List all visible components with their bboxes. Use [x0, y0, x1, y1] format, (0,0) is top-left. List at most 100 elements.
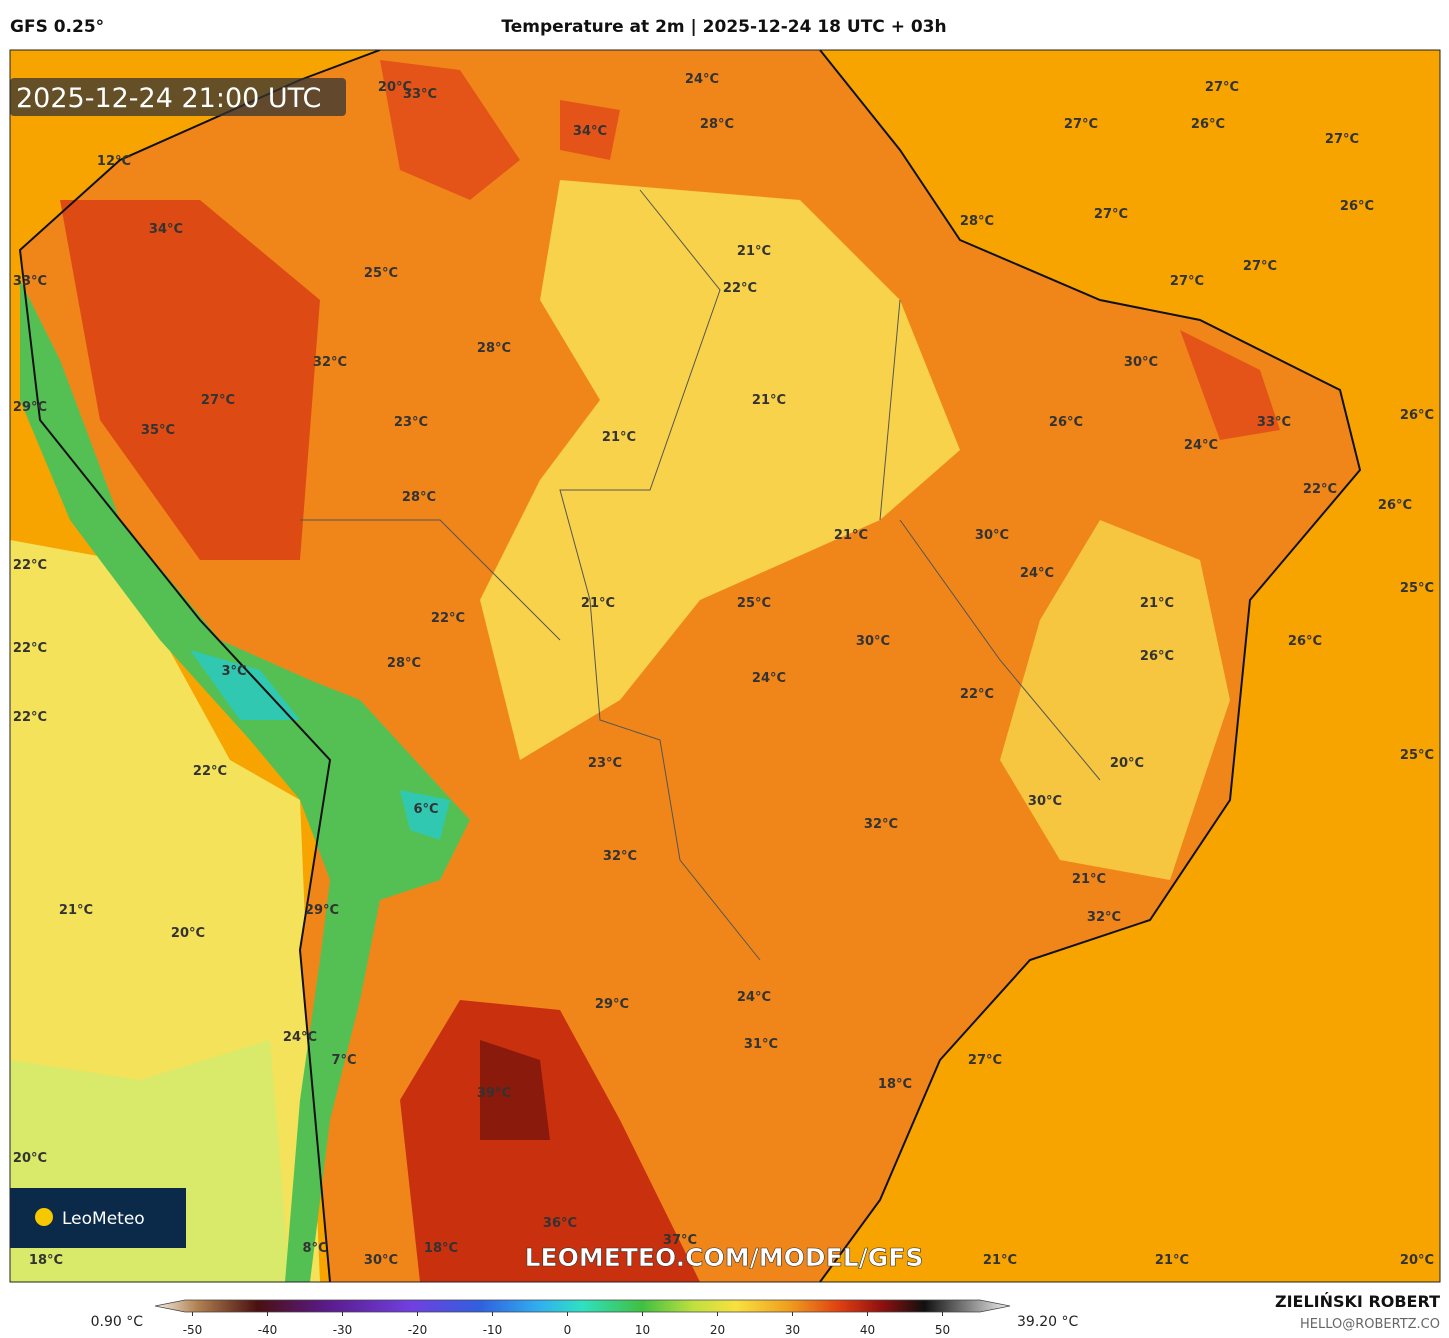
temperature-label: 36°C: [543, 1216, 577, 1231]
temperature-label: 29°C: [13, 400, 47, 415]
temperature-label: 18°C: [878, 1077, 912, 1092]
temperature-label: 30°C: [856, 634, 890, 649]
temperature-label: 24°C: [685, 72, 719, 87]
temperature-label: 26°C: [1140, 649, 1174, 664]
colorbar-tick-label: -30: [333, 1323, 353, 1337]
hot-south: [400, 1000, 700, 1282]
hot-west: [60, 200, 320, 560]
andes-cold: [190, 650, 450, 840]
temperature-label: 27°C: [1243, 259, 1277, 274]
temperature-label: 21°C: [1155, 1253, 1189, 1268]
colorbar-tick-label: -40: [258, 1323, 278, 1337]
temperature-label: 22°C: [13, 558, 47, 573]
borders: [300, 189, 1101, 961]
temperature-label: 25°C: [737, 596, 771, 611]
temperature-label: 23°C: [588, 756, 622, 771]
temperature-label: 25°C: [364, 266, 398, 281]
temperature-label: 31°C: [744, 1037, 778, 1052]
hot-patches: [380, 60, 1280, 440]
logo-text: LeoMeteo: [62, 1209, 145, 1229]
colorbar-min: 0.90 °C: [91, 1314, 144, 1330]
temperature-label: 32°C: [603, 849, 637, 864]
temperature-label: 20°C: [1110, 756, 1144, 771]
andes: [20, 280, 470, 1282]
temperature-label: 12°C: [97, 154, 131, 169]
temperature-label: 33°C: [13, 274, 47, 289]
temperature-label: 20°C: [378, 80, 412, 95]
temperature-label: 27°C: [1094, 207, 1128, 222]
colorbar-tick-label: 40: [860, 1323, 875, 1337]
temperature-label: 37°C: [663, 1233, 697, 1248]
logo-sun: [35, 1208, 53, 1226]
temperature-label: 27°C: [968, 1053, 1002, 1068]
temperature-label: 28°C: [387, 656, 421, 671]
temperature-label: 34°C: [573, 124, 607, 139]
colorbar-body: [154, 1299, 1011, 1313]
temperature-label: 28°C: [402, 490, 436, 505]
temperature-label: 30°C: [364, 1253, 398, 1268]
colorbar-tick-label: -50: [183, 1323, 203, 1337]
temperature-label: 24°C: [752, 671, 786, 686]
temperature-label: 18°C: [29, 1253, 63, 1268]
temperature-label: 29°C: [305, 903, 339, 918]
temperature-label: 21°C: [752, 393, 786, 408]
temperature-label: 8°C: [302, 1241, 327, 1256]
temperature-label: 22°C: [193, 764, 227, 779]
temperature-label: 27°C: [201, 393, 235, 408]
email: HELLO@ROBERTZ.CO: [1300, 1317, 1440, 1332]
colorbar-tick-label: 0: [564, 1323, 572, 1337]
warm-interior: [480, 180, 960, 760]
temperature-label: 21°C: [59, 903, 93, 918]
colorbar-tick-label: 10: [635, 1323, 650, 1337]
colorbar-tick-label: 50: [935, 1323, 950, 1337]
temperature-label: 23°C: [394, 415, 428, 430]
colorbar: -50 -40 -30 -20 -10 0 10 20 30 40 50: [154, 1299, 1011, 1337]
temperature-label: 22°C: [13, 710, 47, 725]
map-title: Temperature at 2m | 2025-12-24 18 UTC + …: [501, 17, 946, 37]
colorbar-tick-label: -20: [408, 1323, 428, 1337]
temperature-label: 28°C: [960, 214, 994, 229]
temperature-label: 7°C: [331, 1053, 356, 1068]
temperature-label: 27°C: [1064, 117, 1098, 132]
temperature-label: 26°C: [1191, 117, 1225, 132]
temperature-label: 27°C: [1170, 274, 1204, 289]
temperature-label: 28°C: [477, 341, 511, 356]
temperature-label: 28°C: [700, 117, 734, 132]
temperature-label: 22°C: [723, 281, 757, 296]
temperature-label: 26°C: [1378, 498, 1412, 513]
watermark: LEOMETEO.COM/MODEL/GFS: [525, 1243, 924, 1272]
temperature-label: 22°C: [960, 687, 994, 702]
temperature-label: 25°C: [1400, 581, 1434, 596]
temperature-label: 30°C: [1028, 794, 1062, 809]
temperature-label: 21°C: [737, 244, 771, 259]
temperature-label: 20°C: [1400, 1253, 1434, 1268]
author: ZIELIŃSKI ROBERT: [1275, 1292, 1440, 1311]
temperature-label: 3°C: [221, 664, 246, 679]
temperature-label: 33°C: [403, 87, 437, 102]
temperature-label: 20°C: [13, 1151, 47, 1166]
temperature-label: 21°C: [581, 596, 615, 611]
temperature-label: 22°C: [13, 641, 47, 656]
timestamp-box: [10, 78, 346, 116]
temperature-label: 27°C: [1325, 132, 1359, 147]
temperature-label: 25°C: [1400, 748, 1434, 763]
temperature-label: 22°C: [1303, 482, 1337, 497]
temperature-label: 24°C: [1184, 438, 1218, 453]
temperature-label: 20°C: [171, 926, 205, 941]
temperature-label: 21°C: [602, 430, 636, 445]
temperature-label: 30°C: [1124, 355, 1158, 370]
temperature-label: 21°C: [1072, 872, 1106, 887]
temperature-label: 32°C: [1087, 910, 1121, 925]
temperature-label: 22°C: [431, 611, 465, 626]
model-name: GFS 0.25°: [10, 17, 104, 37]
temperature-label: 32°C: [313, 355, 347, 370]
colorbar-tick-label: 20: [710, 1323, 725, 1337]
temperature-label: 26°C: [1400, 408, 1434, 423]
temperature-label: 30°C: [975, 528, 1009, 543]
temperature-label: 21°C: [1140, 596, 1174, 611]
temperature-label: 34°C: [149, 222, 183, 237]
temperature-label: 21°C: [834, 528, 868, 543]
temperature-labels: 20°C33°C24°C34°C 28°C27°C27°C 26°C27°C12°C…: [13, 72, 1434, 1268]
timestamp: 2025-12-24 21:00 UTC: [16, 83, 321, 114]
